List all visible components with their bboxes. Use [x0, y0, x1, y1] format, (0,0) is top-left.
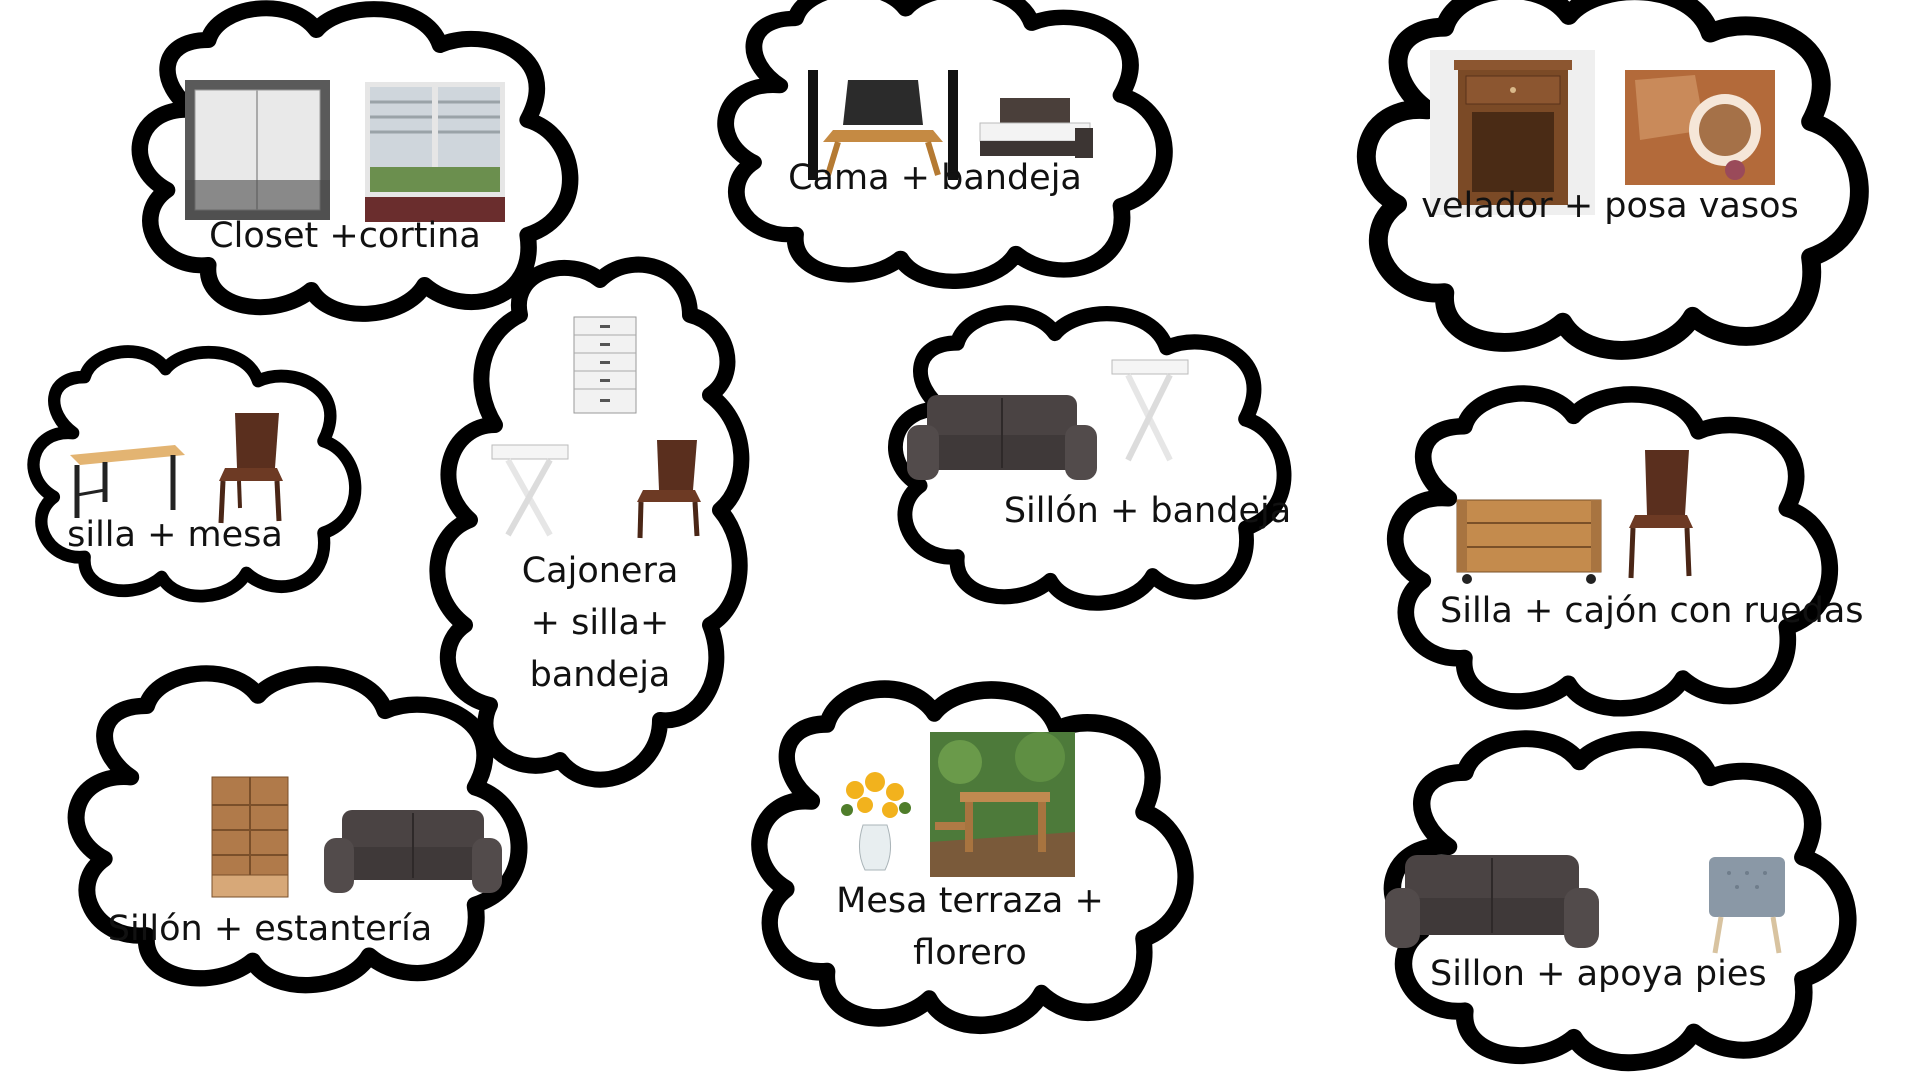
flower-vase-icon — [841, 772, 911, 871]
bed-icon — [979, 98, 1093, 158]
cloud-label: silla + mesa — [67, 515, 283, 555]
cloud-cama-bandeja: Cama + bandeja — [680, 0, 1205, 300]
tray-table-icon — [1111, 359, 1189, 462]
coaster-icon — [1625, 70, 1775, 185]
cloud-sillon-estanteria: Sillón + estantería — [30, 665, 560, 1005]
cloud-label: Sillon + apoya pies — [1430, 954, 1767, 994]
chair-icon — [1628, 450, 1693, 579]
cloud-label-line-2: + silla+ — [530, 603, 670, 643]
cloud-label: Sillón + bandeja — [1003, 491, 1292, 531]
tray-table-icon — [491, 444, 569, 537]
cloud-label: Sillón + estantería — [107, 909, 433, 949]
chair-icon — [218, 413, 283, 524]
cloud-label: Cama + bandeja — [788, 158, 1082, 198]
bookshelf-icon — [211, 776, 289, 898]
desk-icon — [70, 445, 185, 518]
cloud-sillon-apoyapies: Sillon + apoya pies — [1345, 730, 1890, 1080]
laptop-tray-icon — [808, 70, 958, 180]
cloud-mesa-terraza-florero: Mesa terraza + florero — [715, 680, 1225, 1045]
cloud-label-line-2: florero — [913, 933, 1027, 973]
cloud-closet-cortina: Closet +cortina — [95, 0, 610, 335]
crate-on-wheels-icon — [1456, 499, 1602, 584]
cloud-label: Closet +cortina — [209, 216, 481, 256]
terrace-table-icon — [930, 732, 1075, 877]
sofa-icon — [1385, 855, 1599, 948]
cloud-shape — [0, 345, 385, 610]
drawer-cabinet-icon — [573, 316, 637, 414]
cloud-label-line-1: Mesa terraza + — [836, 881, 1104, 921]
cloud-sillon-bandeja: Sillón + bandeja — [855, 305, 1320, 620]
cloud-label-line-3: bandeja — [529, 655, 671, 695]
cloud-shape — [1350, 385, 1870, 730]
cloud-silla-cajon-ruedas: Silla + cajón con ruedas — [1350, 385, 1870, 730]
nightstand-icon — [1430, 50, 1595, 215]
curtain-icon — [365, 82, 505, 222]
closet-icon — [185, 80, 330, 220]
cloud-cajonera-silla-bandeja: Cajonera + silla+ bandeja — [410, 255, 795, 815]
cloud-velador-posavasos: velador + posa vasos — [1315, 0, 1905, 375]
chair-icon — [637, 440, 701, 539]
footrest-icon — [1709, 857, 1785, 954]
sofa-icon — [907, 395, 1097, 480]
cloud-label: Silla + cajón con ruedas — [1440, 591, 1864, 631]
sofa-icon — [324, 810, 502, 893]
cloud-label-line-1: Cajonera — [521, 551, 679, 591]
cloud-label: velador + posa vasos — [1421, 186, 1799, 226]
cloud-silla-mesa: silla + mesa — [0, 345, 385, 610]
